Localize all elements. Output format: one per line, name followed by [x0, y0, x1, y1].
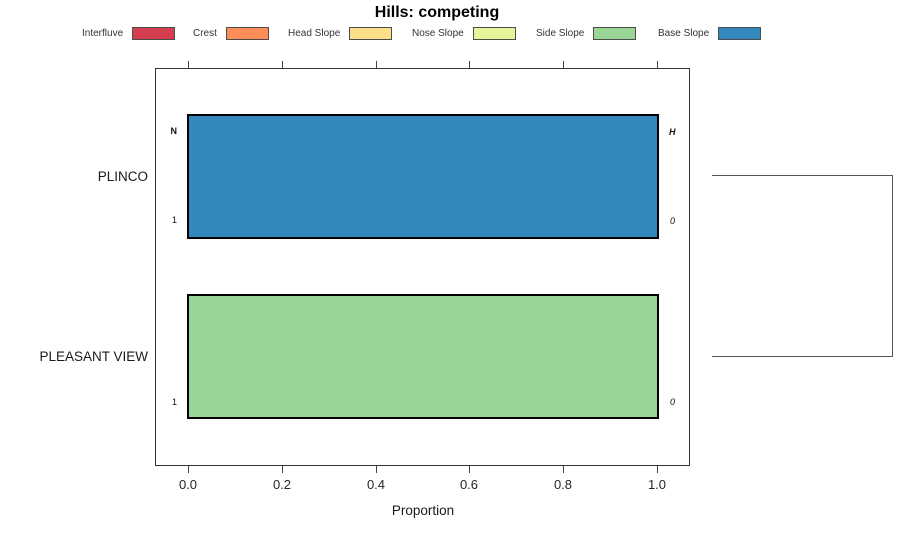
chart-title: Hills: competing [374, 4, 500, 21]
legend-item-crest: Crest [193, 26, 269, 41]
comparison-bracket [712, 175, 893, 357]
y-axis-label-pleasant-view: PLEASANT VIEW [39, 349, 148, 364]
legend-item-head-slope: Head Slope [288, 26, 393, 41]
x-axis-tick-top [376, 61, 377, 68]
x-axis-tick-bottom [469, 466, 470, 473]
x-axis-tick-top [469, 61, 470, 68]
legend-label: Interfluve [82, 28, 124, 39]
x-axis-tick-label: 0.6 [459, 477, 479, 492]
legend-swatch-nose-slope-icon [472, 27, 516, 40]
legend-swatch-crest-icon [225, 27, 269, 40]
x-axis-tick-top [282, 61, 283, 68]
legend-label: Side Slope [536, 28, 585, 39]
x-axis-tick-bottom [657, 466, 658, 473]
legend-label: Nose Slope [412, 28, 464, 39]
legend-swatch-side-slope-icon [593, 27, 637, 40]
x-axis-tick-label: 0.0 [178, 477, 198, 492]
bar-corner-label-0: 0 [670, 397, 676, 407]
legend-label: Base Slope [658, 28, 710, 39]
x-axis-title: Proportion [391, 503, 455, 518]
legend-swatch-base-slope-icon [718, 27, 762, 40]
x-axis-tick-label: 0.2 [272, 477, 292, 492]
legend-item-side-slope: Side Slope [536, 26, 637, 41]
legend-swatch-head-slope-icon [349, 27, 393, 40]
x-axis-tick-bottom [376, 466, 377, 473]
x-axis-tick-top [188, 61, 189, 68]
bar-corner-label-h: H [669, 127, 676, 137]
legend-item-nose-slope: Nose Slope [412, 26, 516, 41]
x-axis-tick-label: 1.0 [647, 477, 667, 492]
bar-plinco-base-slope [187, 114, 659, 239]
legend-swatch-interfluve-icon [132, 27, 176, 40]
x-axis-tick-top [563, 61, 564, 68]
bar-corner-label-1: 1 [171, 215, 177, 225]
legend-item-base-slope: Base Slope [658, 26, 762, 41]
x-axis-tick-top [657, 61, 658, 68]
bar-pleasant-view-side-slope [187, 294, 659, 419]
x-axis-tick-label: 0.4 [366, 477, 386, 492]
x-axis-tick-bottom [188, 466, 189, 473]
x-axis-tick-bottom [563, 466, 564, 473]
x-axis-tick-label: 0.8 [553, 477, 573, 492]
legend-label: Head Slope [288, 28, 341, 39]
legend-item-interfluve: Interfluve [82, 26, 176, 41]
bar-corner-label-1: 1 [171, 397, 177, 407]
bar-corner-label-0: 0 [670, 216, 676, 226]
bar-corner-label-n: N [170, 126, 178, 136]
y-axis-label-plinco: PLINCO [97, 169, 148, 184]
x-axis-tick-bottom [282, 466, 283, 473]
legend-label: Crest [193, 28, 217, 39]
